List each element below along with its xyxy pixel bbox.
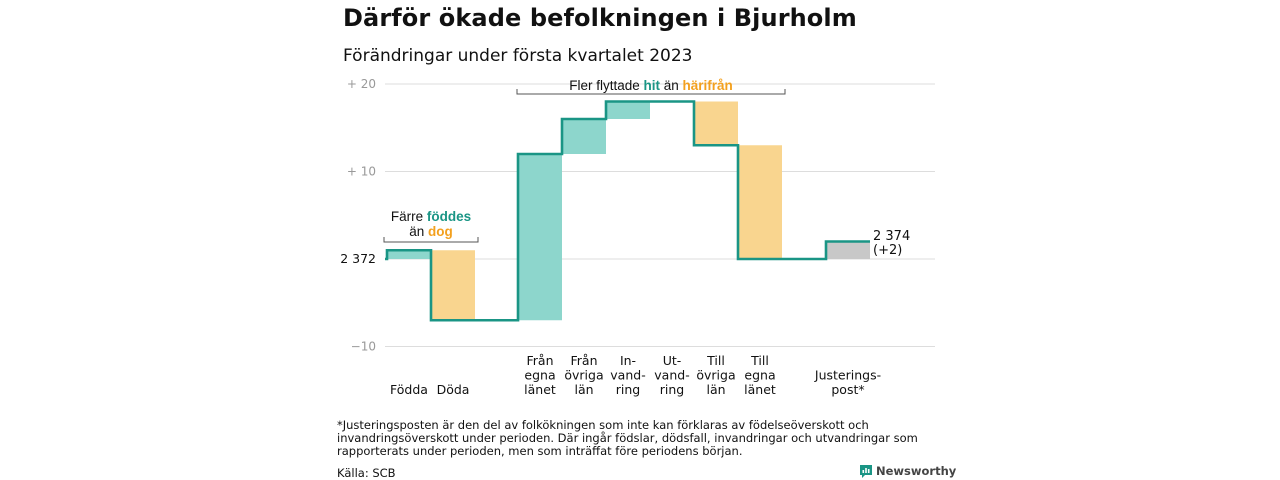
footnote: *Justeringsposten är den del av folkökni…: [337, 418, 918, 458]
annotation-span: än: [409, 224, 428, 239]
bar: [387, 250, 431, 259]
annotation-births-line1: Färre föddes: [391, 209, 471, 224]
annotation-span: hit: [643, 78, 660, 93]
bar: [606, 101, 650, 119]
annotation-span: föddes: [427, 209, 471, 224]
category-label: post*: [831, 382, 864, 397]
category-label: Döda: [437, 382, 470, 397]
category-label: vand-: [610, 368, 645, 383]
category-label: Till: [750, 353, 769, 368]
brand-name: Newsworthy: [876, 464, 957, 478]
annotation-span: härifrån: [683, 78, 733, 93]
category-label: Från: [570, 353, 597, 368]
migration-bracket: [516, 89, 786, 95]
category-label: Till: [706, 353, 725, 368]
category-labels: Födda DödaFrånegnalänetFrånövrigalänIn-va…: [390, 353, 881, 397]
category-label: övriga: [564, 368, 603, 383]
bars: [387, 101, 870, 321]
chart-title: Därför ökade befolkningen i Bjurholm: [343, 4, 857, 32]
step-line: 2 374(+2): [385, 100, 910, 322]
source-label: Källa: SCB: [337, 466, 396, 480]
annotation-span: Färre: [391, 209, 427, 224]
category-label: egna: [524, 368, 555, 383]
category-label: län: [574, 382, 593, 397]
annotation-span: Fler flyttade: [569, 78, 643, 93]
bar: [694, 101, 738, 146]
annotation-span: än: [660, 78, 683, 93]
category-label: ring: [616, 382, 640, 397]
bar: [518, 154, 562, 321]
bar: [431, 250, 475, 321]
end-change-label: (+2): [873, 243, 902, 258]
y-tick-label: + 20: [347, 77, 376, 91]
category-label: länet: [744, 382, 776, 397]
annotation-span: dog: [428, 224, 453, 239]
category-label: Från: [526, 353, 553, 368]
category-label: ring: [660, 382, 684, 397]
births-bracket: [383, 237, 479, 243]
newsworthy-icon: [860, 464, 872, 478]
category-label: Justerings-: [814, 368, 881, 383]
category-label: egna: [744, 368, 775, 383]
bar: [826, 241, 870, 259]
brand-logo: Newsworthy: [860, 464, 956, 478]
chart-subtitle: Förändringar under första kvartalet 2023: [343, 46, 693, 66]
bar: [738, 145, 782, 259]
category-label: län: [706, 382, 725, 397]
end-value-label: 2 374: [873, 229, 910, 244]
y-tick-label: + 10: [347, 165, 376, 179]
y-tick-label: −10: [351, 340, 376, 354]
category-label: övriga: [696, 368, 735, 383]
start-value-label: 2 372: [340, 251, 376, 266]
category-label: Födda: [390, 382, 428, 397]
category-label: Ut-: [663, 353, 682, 368]
category-label: vand-: [654, 368, 689, 383]
category-label: länet: [524, 382, 556, 397]
cumulative-step-line: [385, 100, 870, 322]
annotation-births-line2: än dog: [409, 224, 453, 239]
annotation-migration: Fler flyttade hit än härifrån: [569, 78, 733, 93]
bar: [562, 119, 606, 154]
category-label: In-: [620, 353, 636, 368]
